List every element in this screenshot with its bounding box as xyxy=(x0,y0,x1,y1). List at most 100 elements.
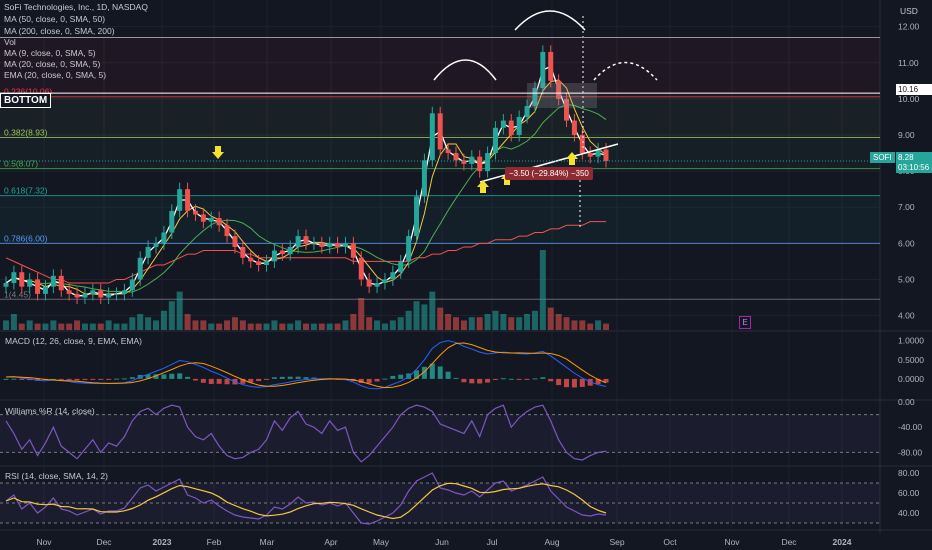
symbol-title: SoFi Technologies, Inc., 1D, NASDAQ xyxy=(4,2,148,12)
volume-bar xyxy=(105,320,112,330)
volume-bar xyxy=(366,317,373,330)
macd-histogram-bar xyxy=(390,375,396,379)
rsi-tick-label: 80.00 xyxy=(898,468,920,478)
x-tick-label: Mar xyxy=(260,537,275,547)
candle-body xyxy=(169,210,175,233)
volume-bars xyxy=(3,250,609,330)
candle-body xyxy=(564,98,570,121)
candle-body xyxy=(548,51,554,81)
macd-histogram-bar xyxy=(311,377,317,379)
volume-bar xyxy=(200,320,207,330)
volume-bar xyxy=(168,301,175,330)
volume-bar xyxy=(137,314,144,330)
candle-body xyxy=(137,257,143,280)
fib-label: 0.618(7.32) xyxy=(4,186,48,196)
head-arc xyxy=(514,10,586,31)
candle-body xyxy=(208,218,214,222)
volume-bar xyxy=(160,310,167,330)
volume-bar xyxy=(271,320,278,330)
macd-histogram-bar xyxy=(161,374,167,379)
ma200-line xyxy=(5,221,606,284)
volume-bar xyxy=(421,304,428,330)
macd-histogram-bar xyxy=(264,378,270,380)
x-tick-label: Dec xyxy=(781,537,797,547)
volume-bar xyxy=(381,323,388,330)
legend-ma9: MA (9, close, 0, SMA, 5) xyxy=(4,48,96,58)
macd-histogram-bar xyxy=(216,378,222,384)
candle-body xyxy=(477,156,483,172)
right-shoulder-arc xyxy=(593,61,658,81)
candle-body xyxy=(571,120,577,135)
x-tick-label: Feb xyxy=(207,537,222,547)
macd-histogram-bar xyxy=(508,378,514,380)
volume-bar xyxy=(66,323,73,330)
macd-histogram-bar xyxy=(106,378,112,380)
x-tick-label: Nov xyxy=(724,537,740,547)
volume-bar xyxy=(255,323,262,330)
macd-histogram-bar xyxy=(114,378,120,380)
candle-body xyxy=(374,283,380,287)
macd-histogram-bar xyxy=(421,366,427,379)
legend-ma200: MA (200, close, 0, SMA, 200) xyxy=(4,26,115,36)
macd-histogram-bar xyxy=(58,378,64,380)
legend-ma50: MA (50, close, 0, SMA, 50) xyxy=(4,14,106,24)
candle-body xyxy=(35,279,41,294)
volume-bar xyxy=(3,320,9,330)
candle-body xyxy=(295,236,301,247)
x-tick-label: Nov xyxy=(36,537,52,547)
macd-histogram-bar xyxy=(82,378,88,380)
volume-bar xyxy=(121,323,128,330)
volume-bar xyxy=(563,317,570,330)
macd-histogram-bar xyxy=(295,376,301,379)
macd-histogram-bar xyxy=(556,378,562,386)
candle-body xyxy=(485,153,491,172)
macd-histogram-bar xyxy=(121,378,127,380)
volume-bar xyxy=(26,320,33,330)
macd-histogram-bar xyxy=(540,377,546,379)
macd-histogram-bar xyxy=(500,378,506,380)
candle-body xyxy=(90,290,96,294)
candle-body xyxy=(287,246,293,255)
earnings-marker[interactable]: E xyxy=(739,316,751,329)
x-tick-label: Oct xyxy=(663,537,677,547)
candle-body xyxy=(350,243,356,258)
fib-label: 0.5(8.07) xyxy=(4,159,38,169)
macd-histogram-bar xyxy=(90,378,96,380)
volume-bar xyxy=(587,323,594,330)
candle-body xyxy=(177,189,183,211)
candle-body xyxy=(524,106,530,117)
candle-body xyxy=(595,149,601,157)
volume-bar xyxy=(176,291,183,330)
macd-histogram-bar xyxy=(35,378,41,381)
macd-histogram-bar xyxy=(571,378,577,388)
volume-bar xyxy=(81,323,88,330)
ticker-tag: SOFI xyxy=(870,152,895,163)
volume-bar xyxy=(50,320,57,330)
candle-body xyxy=(58,275,64,291)
candle-body xyxy=(366,279,372,287)
macd-tick-label: 0.0000 xyxy=(898,374,924,384)
volume-bar xyxy=(358,298,365,330)
williams-band xyxy=(0,414,880,453)
candle-body xyxy=(232,236,238,247)
macd-histogram-bar xyxy=(11,378,17,380)
candle-body xyxy=(532,88,538,107)
candle-body xyxy=(153,243,159,247)
candle-body xyxy=(200,214,206,222)
volume-bar xyxy=(113,323,120,330)
macd-histogram-bar xyxy=(366,378,372,384)
candle-body xyxy=(98,290,104,298)
price-tick-label: 5.00 xyxy=(898,274,915,284)
countdown-tag: 03:10:56 xyxy=(896,162,932,173)
macd-histogram-bar xyxy=(271,377,277,379)
volume-bar xyxy=(484,314,491,330)
volume-bar xyxy=(555,314,562,330)
rsi-tick-label: 40.00 xyxy=(898,508,920,518)
williams-pane xyxy=(0,404,880,463)
candle-body xyxy=(129,279,135,291)
volume-bar xyxy=(374,320,381,330)
williams-line xyxy=(5,404,607,463)
x-tick-label: Jul xyxy=(487,537,498,547)
legend-vol: Vol xyxy=(4,37,16,47)
